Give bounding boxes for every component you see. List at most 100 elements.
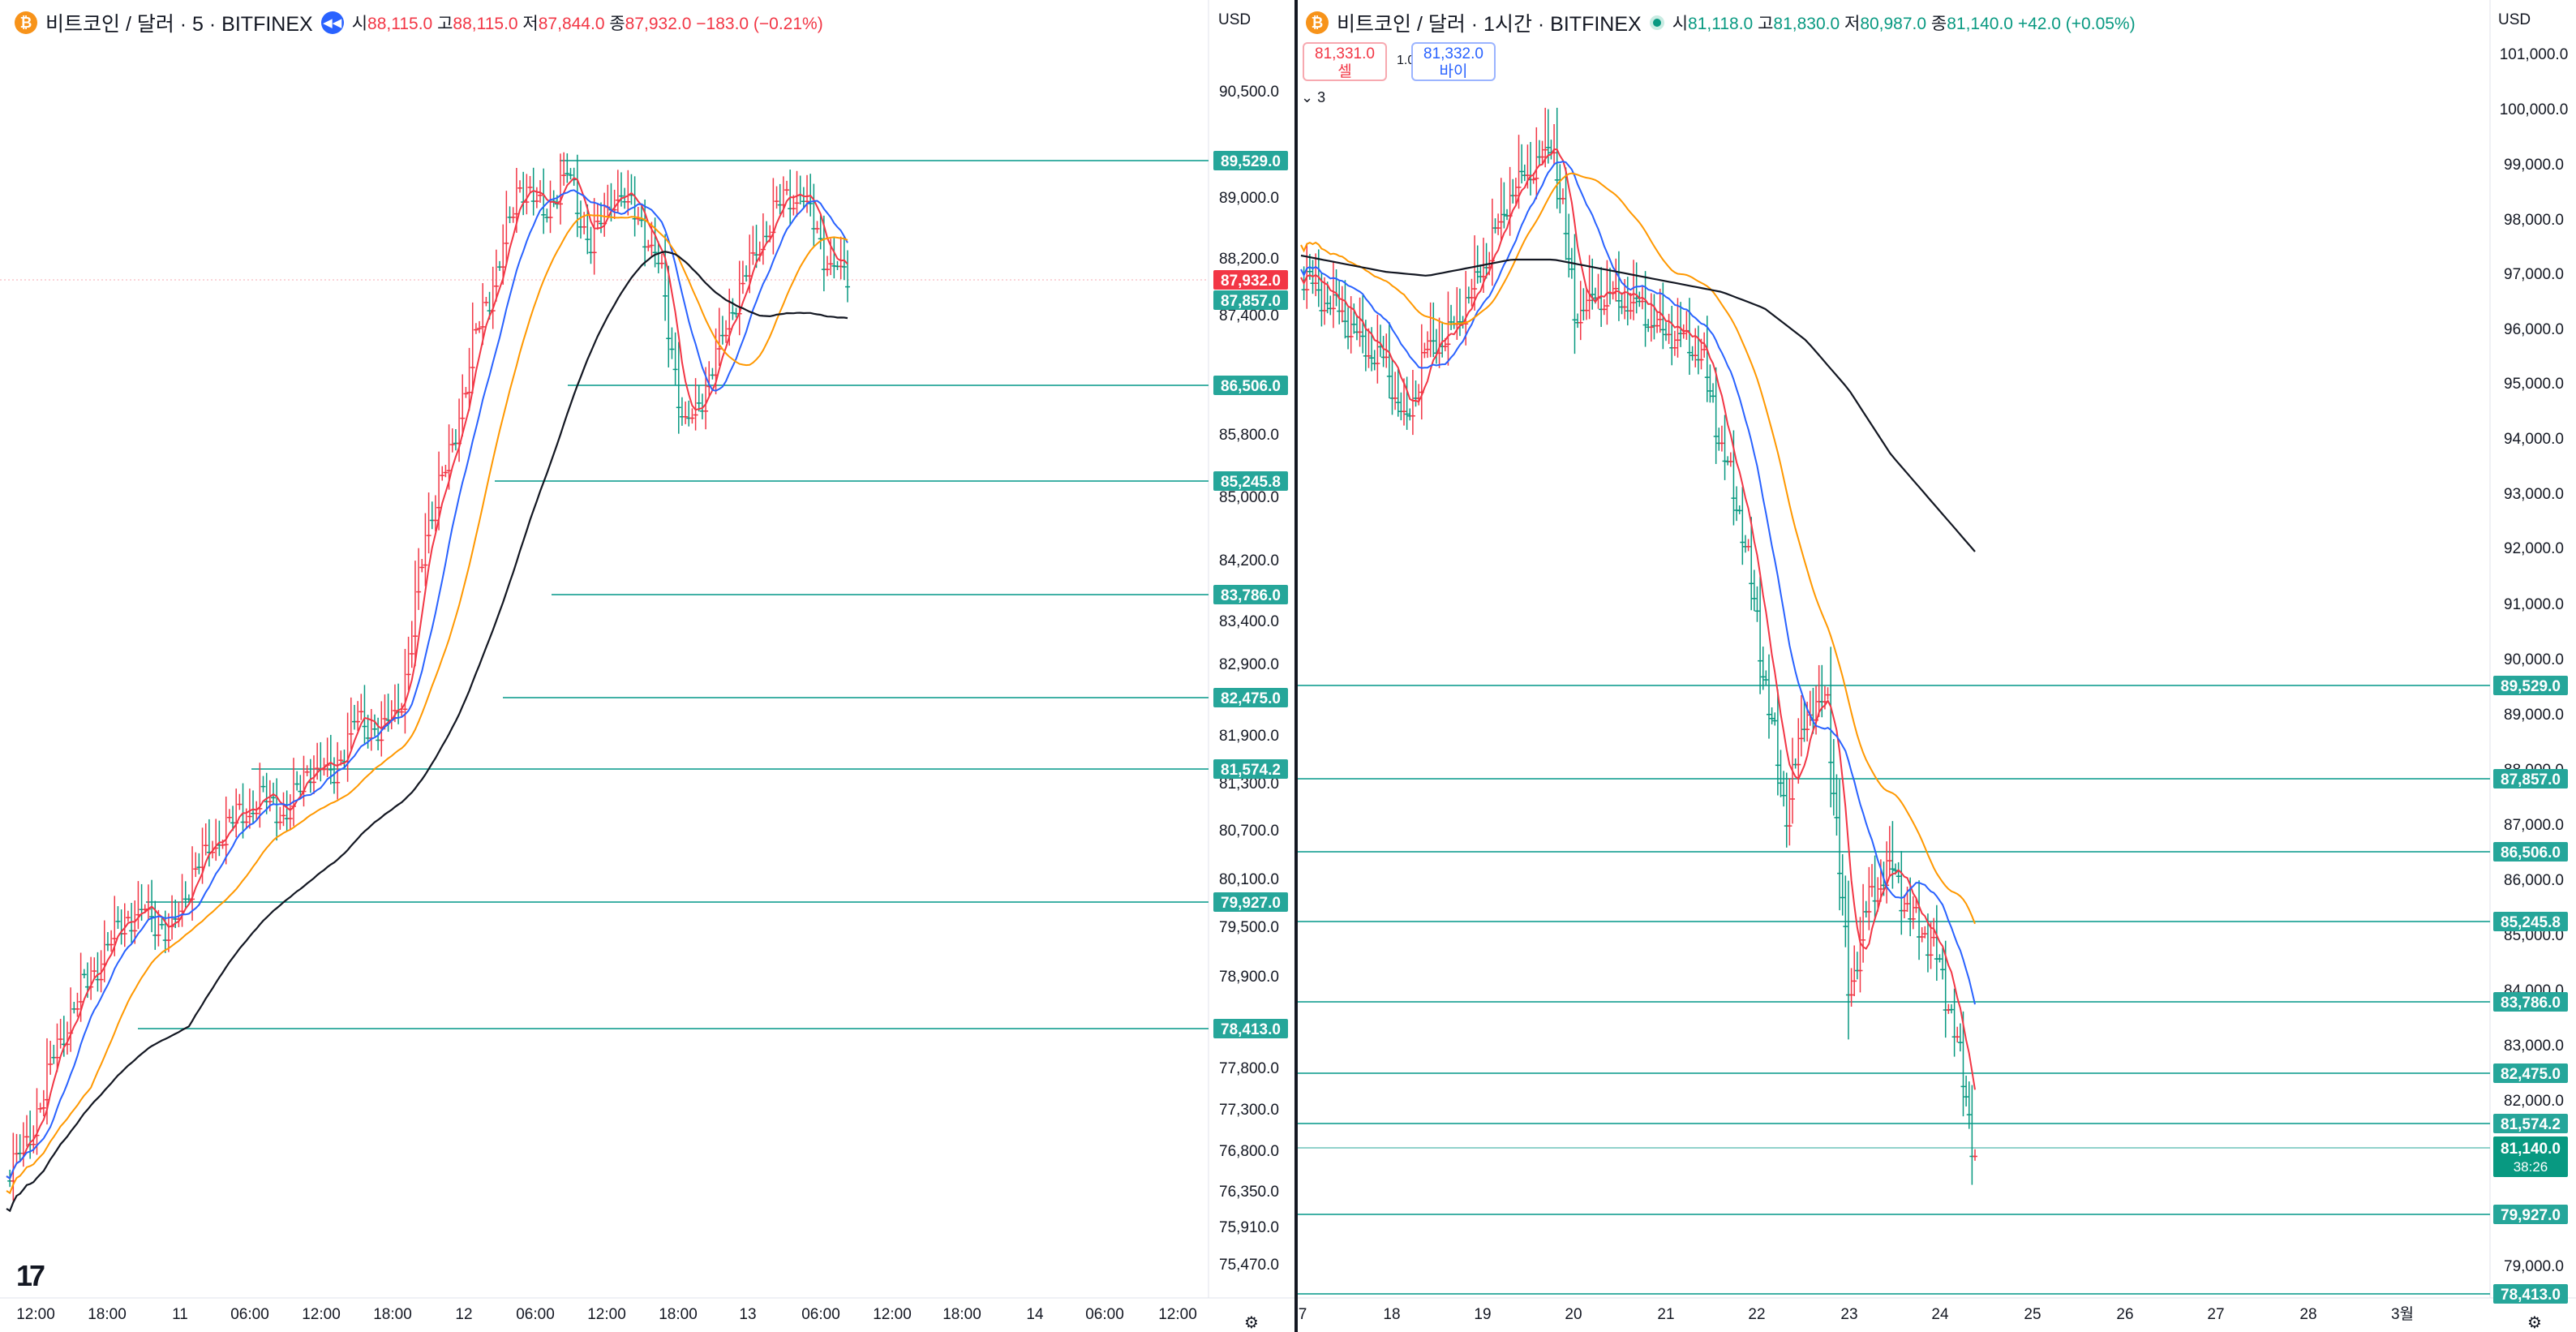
time-axis-label: 23 bbox=[1840, 1306, 1857, 1323]
candlestick-chart-1h[interactable]: 101,000.0 100,000.0 99,000.0 98,000.0 97,000… bbox=[1298, 0, 2576, 1332]
chart-pane-left[interactable]: 90,500.0 89,000.0 88,200.0 87,400.0 85,800.0… bbox=[0, 0, 1294, 1332]
symbol-title[interactable]: 비트코인 / 달러 · 5 · BITFINEX bbox=[45, 13, 313, 36]
right-candle bbox=[1354, 331, 1359, 333]
level-price-tag: 82,475.0 bbox=[2501, 1066, 2561, 1083]
left-candle bbox=[805, 200, 810, 203]
right-candle bbox=[1731, 497, 1737, 499]
right-candle bbox=[1543, 148, 1548, 151]
candlestick-chart-5min[interactable]: 90,500.0 89,000.0 88,200.0 87,400.0 85,800.0… bbox=[0, 0, 1294, 1332]
left-candle bbox=[666, 337, 672, 340]
left-candle bbox=[463, 393, 469, 395]
right-candle bbox=[1366, 355, 1372, 357]
left-candle bbox=[139, 909, 144, 910]
left-candle bbox=[835, 265, 840, 268]
price-axis-label: 82,900.0 bbox=[1219, 656, 1279, 673]
left-candle bbox=[399, 711, 405, 713]
right-candle bbox=[1734, 509, 1740, 511]
price-axis-label: 83,000.0 bbox=[2504, 1038, 2564, 1055]
time-axis-label: 26 bbox=[2116, 1306, 2133, 1323]
currency-selector-left[interactable]: USD bbox=[1218, 11, 1252, 28]
right-candle bbox=[1805, 728, 1810, 730]
ma-mid-line bbox=[1300, 160, 1976, 1005]
price-axis-label: 80,100.0 bbox=[1219, 871, 1279, 888]
left-candle bbox=[615, 200, 620, 201]
bitcoin-icon: ₿ bbox=[15, 11, 37, 34]
right-candle bbox=[1404, 413, 1410, 415]
left-candle bbox=[794, 202, 800, 204]
left-candle bbox=[379, 739, 384, 741]
left-candle bbox=[622, 201, 628, 203]
axis-settings-icon[interactable]: ⚙ bbox=[1244, 1314, 1259, 1332]
pane-divider[interactable] bbox=[1294, 0, 1298, 1332]
left-candle bbox=[663, 295, 668, 297]
level-price-tag-bg bbox=[1213, 892, 1288, 912]
currency-selector-right[interactable]: USD bbox=[2498, 11, 2531, 28]
indicator-collapse-button[interactable]: ⌄ 3 bbox=[1301, 89, 1326, 105]
left-candle bbox=[341, 761, 347, 763]
replay-icon[interactable]: ◀◀ bbox=[320, 11, 344, 34]
left-candle bbox=[58, 1038, 63, 1040]
level-price-tag: 78,413.0 bbox=[2501, 1287, 2561, 1304]
left-candle bbox=[635, 217, 641, 220]
tradingview-logo-icon[interactable]: 17 bbox=[16, 1259, 45, 1292]
left-candle bbox=[315, 767, 320, 769]
left-candle bbox=[81, 973, 87, 976]
right-candle bbox=[1857, 969, 1863, 972]
left-candle bbox=[841, 266, 847, 268]
left-candle bbox=[51, 1056, 57, 1059]
time-axis-label: 12:00 bbox=[587, 1306, 626, 1323]
sell-button[interactable]: 81,331.0 셀 bbox=[1303, 42, 1387, 81]
price-axis-label: 80,700.0 bbox=[1219, 823, 1279, 840]
right-candle bbox=[1790, 798, 1796, 800]
right-candle bbox=[1375, 363, 1380, 364]
right-candle bbox=[1831, 793, 1836, 794]
level-price-tag-bg bbox=[2493, 842, 2568, 862]
chart-pane-right[interactable]: 101,000.0 100,000.0 99,000.0 98,000.0 97,000… bbox=[1298, 0, 2576, 1332]
right-candle bbox=[1957, 1042, 1963, 1043]
symbol-title[interactable]: 비트코인 / 달러 · 1시간 · BITFINEX bbox=[1337, 13, 1642, 36]
right-candle bbox=[1496, 227, 1501, 229]
right-candle bbox=[1931, 936, 1937, 939]
left-candle bbox=[713, 374, 719, 376]
time-axis-label: 12:00 bbox=[16, 1306, 55, 1323]
time-axis-label: 12 bbox=[455, 1306, 472, 1323]
right-candle bbox=[1784, 825, 1789, 827]
right-candle bbox=[1445, 343, 1451, 346]
left-candle bbox=[196, 866, 202, 868]
left-candle bbox=[649, 244, 655, 247]
ma-mid-line bbox=[6, 189, 848, 1180]
right-candle bbox=[1722, 460, 1728, 462]
right-candle bbox=[1566, 258, 1572, 260]
ma-fast-line bbox=[6, 177, 848, 1180]
right-candle bbox=[1581, 309, 1586, 312]
time-axis-label: 18:00 bbox=[942, 1306, 981, 1323]
right-candle bbox=[1951, 1036, 1957, 1038]
left-candle bbox=[182, 898, 188, 900]
price-axis-label: 83,400.0 bbox=[1219, 613, 1279, 630]
price-axis-label: 91,000.0 bbox=[2504, 596, 2564, 613]
right-candle bbox=[1413, 397, 1419, 399]
left-candle bbox=[568, 174, 573, 176]
left-candle bbox=[831, 265, 837, 267]
left-candle bbox=[767, 235, 773, 238]
buy-button[interactable]: 81,332.0 바이 bbox=[1411, 42, 1496, 81]
right-candle bbox=[1554, 179, 1560, 181]
right-candle bbox=[1480, 276, 1486, 277]
right-candle bbox=[1601, 308, 1607, 311]
left-candle bbox=[777, 204, 783, 206]
level-price-tag-bg bbox=[2493, 769, 2568, 788]
level-price-tag: 79,927.0 bbox=[2501, 1207, 2561, 1224]
right-candle bbox=[1651, 324, 1657, 327]
left-candle bbox=[480, 326, 486, 328]
axis-settings-icon[interactable]: ⚙ bbox=[2527, 1314, 2542, 1332]
left-candle bbox=[598, 222, 603, 225]
right-candle bbox=[1872, 900, 1878, 902]
level-price-tag-bg bbox=[2493, 1063, 2568, 1083]
left-candle bbox=[814, 228, 820, 230]
left-candle bbox=[328, 769, 333, 771]
left-candle bbox=[723, 334, 729, 337]
left-candle bbox=[406, 673, 411, 676]
right-candle bbox=[1908, 918, 1913, 920]
right-candle bbox=[1869, 886, 1874, 887]
right-candle bbox=[1634, 297, 1639, 299]
